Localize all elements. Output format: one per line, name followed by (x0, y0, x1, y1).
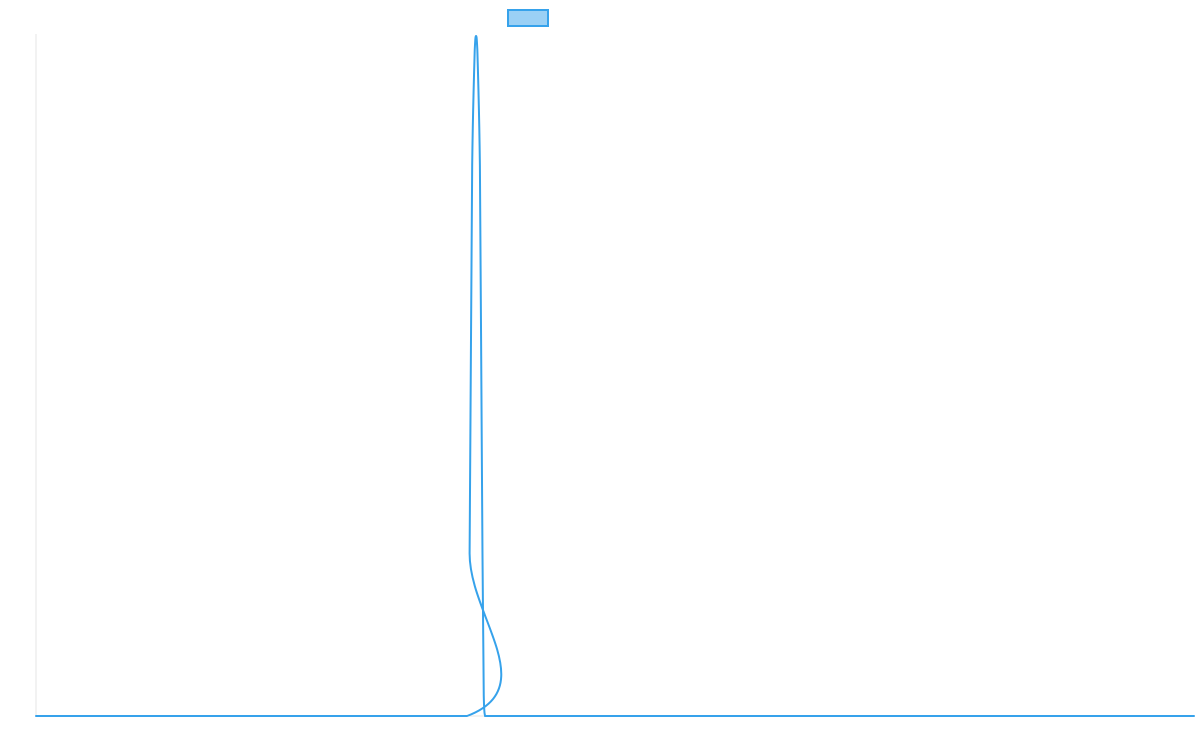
data-point-0-4[interactable] (469, 162, 475, 168)
data-point-0-16[interactable] (934, 713, 940, 719)
data-point-0-15[interactable] (548, 713, 554, 719)
data-point-0-1[interactable] (464, 713, 470, 719)
data-point-0-10[interactable] (479, 550, 485, 556)
data-point-0-13[interactable] (483, 713, 489, 719)
data-point-0-9[interactable] (478, 353, 484, 359)
legend-swatch-0[interactable] (507, 9, 549, 27)
data-point-0-11[interactable] (481, 693, 487, 699)
data-point-0-0[interactable] (33, 713, 39, 719)
series-line-0 (35, 35, 1195, 718)
data-point-0-2[interactable] (467, 550, 473, 556)
data-point-0-17[interactable] (1191, 713, 1197, 719)
axes (35, 34, 1194, 717)
data-point-0-7[interactable] (474, 47, 480, 53)
data-point-0-14[interactable] (496, 713, 502, 719)
legend[interactable] (507, 9, 549, 27)
data-point-0-3[interactable] (468, 353, 474, 359)
series-layer (33, 33, 1197, 719)
data-point-0-6[interactable] (473, 33, 479, 39)
data-point-0-8[interactable] (477, 162, 483, 168)
